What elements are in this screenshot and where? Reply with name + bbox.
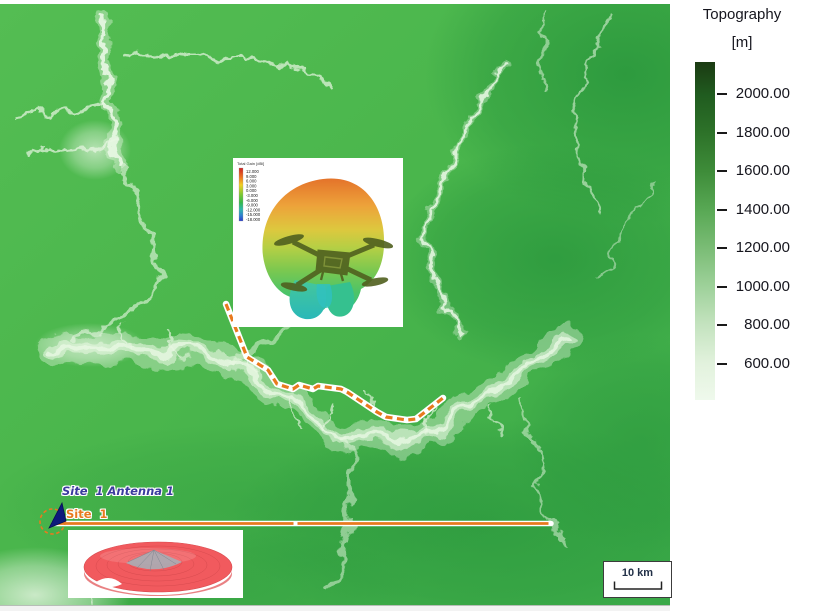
topography-legend: Topography [m] 2000.00 1800.00 1600.00 1… bbox=[680, 0, 814, 611]
site-marker[interactable] bbox=[39, 501, 67, 535]
route-polyline[interactable] bbox=[222, 300, 447, 424]
tick-mark bbox=[717, 363, 727, 365]
antenna-pattern-3d-blob bbox=[262, 178, 385, 320]
scale-bar-label: 10 km bbox=[621, 567, 654, 579]
map-bottom-border bbox=[0, 605, 670, 611]
svg-text:12.000: 12.000 bbox=[246, 169, 259, 174]
svg-text:Total Gain [dBi]: Total Gain [dBi] bbox=[237, 161, 264, 166]
antenna-pattern-3d-inset[interactable]: Total Gain [dBi] 12.000 9.000 6.000 3.00… bbox=[233, 158, 403, 327]
terrain-canyon-valley bbox=[40, 325, 585, 586]
svg-text:-9.000: -9.000 bbox=[246, 203, 259, 208]
tick-mark bbox=[717, 286, 727, 288]
site-marker-flag-icon bbox=[48, 501, 67, 529]
terrain-rivers bbox=[16, 6, 657, 605]
svg-text:9.000: 9.000 bbox=[246, 174, 257, 179]
tick-mark bbox=[717, 324, 727, 326]
tick-mark bbox=[717, 132, 727, 134]
svg-text:6.000: 6.000 bbox=[246, 179, 257, 184]
svg-text:-3.000: -3.000 bbox=[246, 193, 259, 198]
svg-text:-15.000: -15.000 bbox=[246, 212, 261, 217]
scale-bar-bracket bbox=[613, 581, 662, 590]
svg-text:-18.000: -18.000 bbox=[246, 217, 261, 222]
gain-legend: Total Gain [dBi] 12.000 9.000 6.000 3.00… bbox=[237, 161, 264, 222]
tick-mark bbox=[717, 209, 727, 211]
tick-mark bbox=[717, 93, 727, 95]
antenna-pattern-red-inset[interactable] bbox=[68, 530, 243, 598]
drone-silhouette bbox=[274, 234, 394, 292]
red-pattern-disc bbox=[83, 541, 233, 596]
svg-text:-12.000: -12.000 bbox=[246, 207, 261, 212]
svg-text:0.000: 0.000 bbox=[246, 188, 257, 193]
svg-text:3.000: 3.000 bbox=[246, 183, 257, 188]
site-antenna-label: Site 1 Antenna 1 bbox=[62, 484, 175, 498]
legend-title: Topography bbox=[702, 6, 782, 23]
tick-mark bbox=[717, 170, 727, 172]
scale-bar: 10 km bbox=[603, 561, 672, 598]
legend-colorbar[interactable] bbox=[695, 62, 715, 400]
site-name-label[interactable]: Site 1 bbox=[66, 507, 108, 521]
legend-unit: [m] bbox=[731, 34, 753, 51]
tick-mark bbox=[717, 247, 727, 249]
svg-text:-6.000: -6.000 bbox=[246, 198, 259, 203]
